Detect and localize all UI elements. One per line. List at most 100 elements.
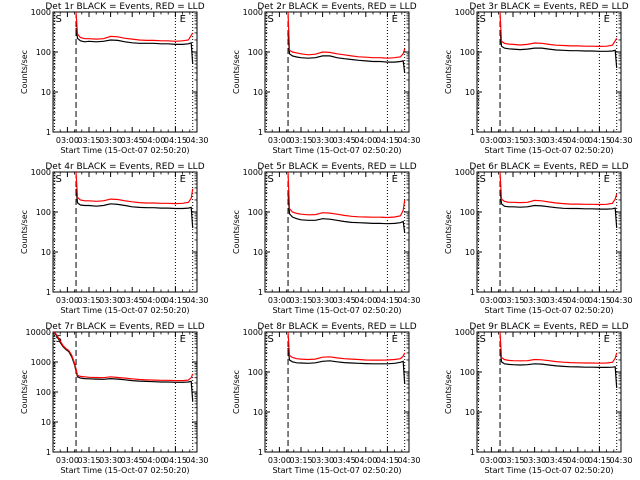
detector-panel-9: Det 9r BLACK = Events, RED = LLD 1 10 100 10… (444, 322, 633, 475)
series-events-line (75, 188, 194, 228)
end-marker-label: E (392, 174, 398, 185)
start-marker-label: S (479, 174, 485, 185)
y-tick-label: 10 (253, 88, 263, 97)
detector-panel-6: Det 6r BLACK = Events, RED = LLD 1 10 100 10… (444, 162, 633, 315)
y-tick-label: 1000 (31, 168, 51, 177)
x-tick-label: 04:15 (588, 456, 611, 465)
x-axis-label: Start Time (15-Oct-07 02:50:20) (272, 466, 401, 475)
detector-panel-4: Det 4r BLACK = Events, RED = LLD 1 10 100 10… (20, 162, 209, 315)
start-marker-label: S (55, 14, 61, 25)
y-tick-label: 1 (470, 448, 475, 457)
y-tick-label: 10 (41, 418, 51, 427)
series-events-line (53, 331, 194, 402)
y-tick-label: 1 (470, 128, 475, 137)
end-marker-label: E (604, 14, 610, 25)
x-tick-label: 04:30 (185, 136, 208, 145)
x-tick-label: 03:30 (99, 456, 122, 465)
y-axis-label: Counts/sec (444, 370, 453, 414)
x-tick-label: 03:30 (523, 136, 546, 145)
x-tick-label: 03:00 (56, 456, 79, 465)
y-tick-label: 100 (36, 208, 51, 217)
x-tick-label: 04:15 (164, 136, 187, 145)
y-axis-label: Counts/sec (444, 210, 453, 254)
y-tick-label: 1 (46, 128, 51, 137)
x-tick-label: 04:00 (566, 456, 589, 465)
x-tick-label: 04:00 (354, 136, 377, 145)
x-tick-label: 03:15 (501, 296, 524, 305)
x-tick-label: 04:30 (609, 136, 632, 145)
series-events-line (499, 30, 618, 68)
x-axis-label: Start Time (15-Oct-07 02:50:20) (60, 306, 189, 315)
y-tick-label: 1 (258, 128, 263, 137)
x-tick-label: 04:00 (566, 296, 589, 305)
x-tick-label: 04:00 (142, 136, 165, 145)
end-marker-label: E (604, 334, 610, 345)
y-axis-label: Counts/sec (20, 210, 29, 254)
detector-panel-1: Det 1r BLACK = Events, RED = LLD 1 10 100 10… (20, 2, 209, 155)
x-tick-label: 03:45 (121, 136, 144, 145)
x-tick-label: 03:15 (77, 296, 100, 305)
series-events-line (75, 27, 194, 65)
x-tick-label: 03:30 (99, 136, 122, 145)
panel-title: Det 3r BLACK = Events, RED = LLD (469, 2, 628, 12)
x-tick-label: 03:45 (545, 136, 568, 145)
x-tick-label: 03:00 (268, 296, 291, 305)
x-tick-label: 04:30 (609, 456, 632, 465)
end-marker-label: E (180, 174, 186, 185)
panel-title: Det 7r BLACK = Events, RED = LLD (45, 322, 204, 332)
series-events-line (499, 348, 618, 388)
y-tick-label: 100 (248, 48, 263, 57)
x-tick-label: 03:30 (523, 296, 546, 305)
series-events-line (287, 32, 406, 73)
x-tick-label: 04:00 (142, 456, 165, 465)
x-tick-label: 04:15 (164, 456, 187, 465)
x-axis-label: Start Time (15-Oct-07 02:50:20) (484, 306, 613, 315)
y-tick-label: 100 (36, 48, 51, 57)
end-marker-label: E (180, 334, 186, 345)
start-marker-label: S (267, 14, 273, 25)
x-tick-label: 03:00 (56, 136, 79, 145)
series-events-line (287, 192, 406, 233)
series-lld-line (53, 331, 194, 382)
y-tick-label: 100 (248, 208, 263, 217)
series-lld-line (287, 171, 406, 219)
y-tick-label: 1 (470, 288, 475, 297)
end-marker-label: E (392, 14, 398, 25)
y-axis-label: Counts/sec (232, 370, 241, 414)
x-tick-label: 03:45 (333, 136, 356, 145)
series-lld-line (499, 331, 618, 364)
x-tick-label: 04:15 (588, 136, 611, 145)
x-tick-label: 04:00 (566, 136, 589, 145)
series-events-line (287, 347, 406, 385)
x-tick-label: 03:45 (545, 296, 568, 305)
x-tick-label: 04:30 (185, 456, 208, 465)
x-axis-label: Start Time (15-Oct-07 02:50:20) (484, 466, 613, 475)
x-tick-label: 03:00 (480, 456, 503, 465)
series-lld-line (75, 11, 194, 42)
y-tick-label: 10 (253, 408, 263, 417)
y-tick-label: 1 (46, 448, 51, 457)
x-axis-label: Start Time (15-Oct-07 02:50:20) (272, 306, 401, 315)
x-tick-label: 04:15 (376, 136, 399, 145)
x-tick-label: 04:15 (376, 456, 399, 465)
x-tick-label: 04:00 (354, 296, 377, 305)
detector-panel-8: Det 8r BLACK = Events, RED = LLD 1 10 100 10… (232, 322, 421, 475)
x-tick-label: 03:30 (311, 456, 334, 465)
x-tick-label: 03:00 (268, 456, 291, 465)
x-tick-label: 04:30 (185, 296, 208, 305)
x-tick-label: 04:30 (397, 456, 420, 465)
end-marker-label: E (180, 14, 186, 25)
y-tick-label: 100 (460, 208, 475, 217)
panel-title: Det 1r BLACK = Events, RED = LLD (45, 2, 204, 12)
panel-title: Det 4r BLACK = Events, RED = LLD (45, 162, 204, 172)
y-tick-label: 100 (460, 368, 475, 377)
x-tick-label: 03:15 (289, 456, 312, 465)
y-tick-label: 100 (460, 48, 475, 57)
x-tick-label: 03:00 (268, 136, 291, 145)
y-axis-label: Counts/sec (444, 50, 453, 94)
x-tick-label: 03:30 (523, 456, 546, 465)
x-tick-label: 04:00 (142, 296, 165, 305)
x-tick-label: 03:00 (480, 136, 503, 145)
